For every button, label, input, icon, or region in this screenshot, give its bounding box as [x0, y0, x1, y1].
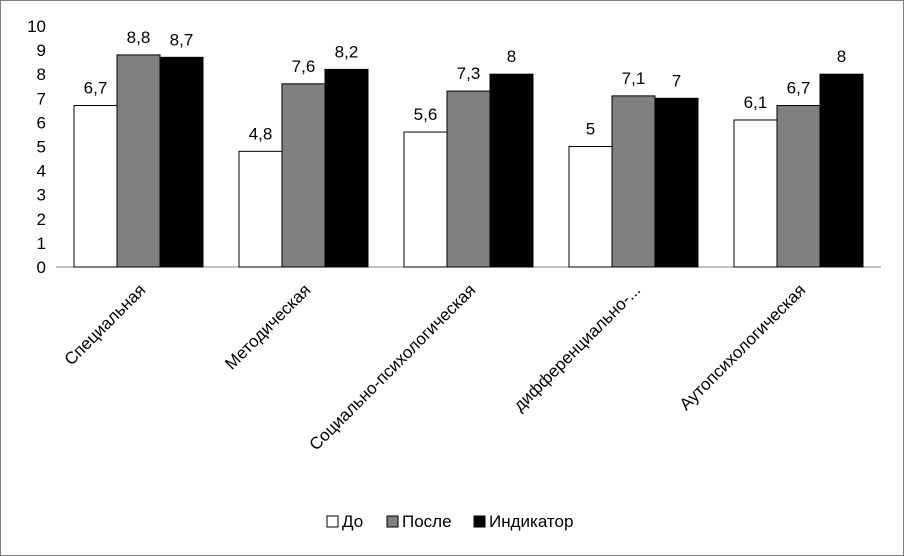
y-tick-label: 0: [37, 258, 46, 277]
y-tick-label: 5: [37, 138, 46, 157]
x-category-label: Специальная: [61, 280, 150, 369]
data-label: 7,1: [622, 69, 646, 88]
y-tick-label: 9: [37, 41, 46, 60]
y-tick-label: 6: [37, 113, 46, 132]
data-label: 6,1: [744, 93, 768, 112]
data-label: 7,6: [292, 57, 316, 76]
legend-label: После: [402, 512, 452, 531]
data-label: 7: [672, 71, 681, 90]
legend-swatch: [326, 515, 339, 528]
bar: [73, 105, 118, 268]
data-label: 6,7: [787, 79, 811, 98]
y-tick-label: 7: [37, 89, 46, 108]
bar: [568, 146, 613, 268]
x-category-label: Методическая: [221, 280, 314, 373]
y-tick-label: 4: [37, 162, 46, 181]
data-label: 5,6: [414, 105, 438, 124]
x-category-label: дифференциально-...: [510, 280, 645, 415]
data-labels: 6,7 8,8 8,7 4,8 7,6 8,2 5,6 7,3 8 5 7,1 7 6,1 6,7 8: [84, 28, 847, 143]
bar: [819, 73, 864, 268]
bar: [116, 54, 161, 268]
bar: [281, 83, 326, 268]
data-label: 8: [837, 47, 846, 66]
y-tick-label: 10: [27, 17, 46, 36]
bar: [733, 119, 778, 268]
y-tick-label: 2: [37, 210, 46, 229]
legend: До После Индикатор: [326, 512, 573, 531]
y-axis-ticks: 0 1 2 3 4 5 6 7 8 9 10: [27, 17, 46, 277]
y-tick-label: 8: [37, 65, 46, 84]
data-label: 8: [507, 47, 516, 66]
legend-swatch: [473, 515, 486, 528]
x-category-label: Аутопсихологическая: [676, 280, 810, 414]
bar: [446, 90, 491, 268]
bar: [238, 150, 283, 268]
data-label: 8,7: [170, 30, 194, 49]
legend-label: Индикатор: [489, 512, 573, 531]
data-label: 6,7: [84, 79, 108, 98]
x-axis-categories: Специальная МетодическаяСоциально-психоло…: [61, 280, 810, 454]
bar: [489, 73, 534, 268]
bar: [776, 105, 821, 268]
x-category-label: Социально-психологическая: [305, 280, 479, 454]
data-label: 4,8: [249, 124, 273, 143]
y-tick-label: 3: [37, 186, 46, 205]
bar: [403, 131, 448, 268]
bar: [654, 97, 699, 268]
bar: [324, 68, 369, 268]
bar: [611, 95, 656, 268]
y-tick-label: 1: [37, 234, 46, 253]
legend-label: До: [342, 512, 363, 531]
data-label: 7,3: [457, 64, 481, 83]
data-label: 5: [586, 120, 595, 139]
legend-swatch: [386, 515, 399, 528]
bars: [73, 54, 864, 268]
bar: [159, 56, 204, 268]
data-label: 8,8: [127, 28, 151, 47]
data-label: 8,2: [335, 42, 359, 61]
